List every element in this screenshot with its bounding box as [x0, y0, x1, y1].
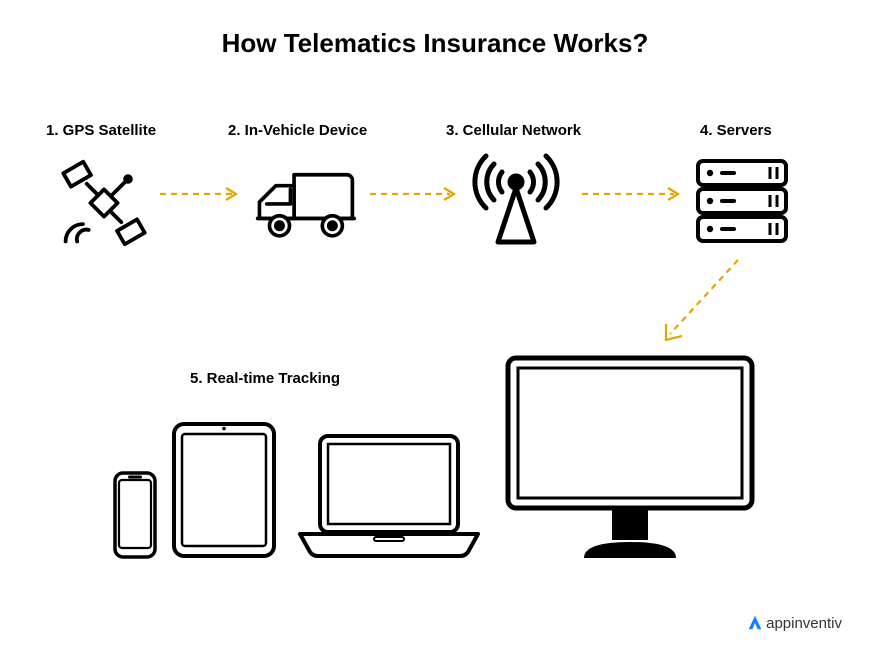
- arrow-diag: [656, 254, 756, 354]
- brand-logo: appinventiv: [746, 614, 842, 632]
- step-5-label: 5. Real-time Tracking: [190, 370, 340, 387]
- monitor-icon: [500, 350, 760, 562]
- step-4-label: 4. Servers: [700, 122, 772, 139]
- arrow-1: [160, 186, 244, 202]
- truck-icon: [250, 162, 360, 244]
- step-3-label: 3. Cellular Network: [446, 122, 581, 139]
- page-title: How Telematics Insurance Works?: [0, 28, 870, 59]
- tablet-icon: [170, 420, 278, 560]
- laptop-icon: [294, 430, 484, 560]
- arrow-3: [582, 186, 686, 202]
- step-2-label: 2. In-Vehicle Device: [228, 122, 367, 139]
- brand-mark-icon: [746, 614, 764, 632]
- satellite-icon: [56, 155, 152, 251]
- brand-text: appinventiv: [766, 615, 842, 632]
- step-1-label: 1. GPS Satellite: [46, 122, 156, 139]
- cell-tower-icon: [466, 150, 566, 250]
- servers-icon: [692, 155, 792, 247]
- arrow-2: [370, 186, 462, 202]
- phone-icon: [112, 470, 158, 560]
